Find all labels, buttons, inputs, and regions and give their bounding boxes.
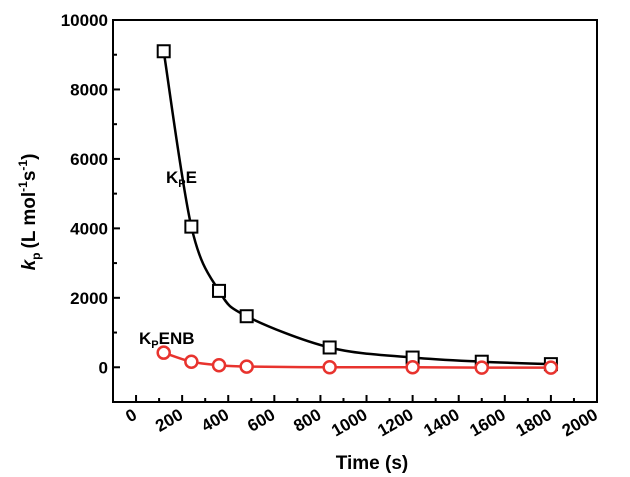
x-tick-label: 200 — [152, 405, 186, 436]
y-tick-label: 0 — [99, 358, 108, 377]
y-axis: 0 2000 4000 6000 8000 10000 — [61, 11, 120, 403]
data-point-kpe — [212, 283, 227, 298]
y-tick-label: 8000 — [70, 80, 108, 99]
x-tick-label: 1400 — [420, 405, 462, 440]
x-tick-label: 1200 — [374, 405, 416, 440]
data-point-kpenb — [156, 345, 171, 360]
plot-frame — [112, 19, 598, 403]
y-axis-title-symbol: k — [19, 258, 40, 270]
data-point-kpenb — [239, 359, 254, 374]
x-tick-label: 800 — [290, 405, 324, 436]
data-point-kpenb — [405, 360, 420, 375]
data-point-kpe — [184, 219, 199, 234]
y-tick-label: 4000 — [70, 219, 108, 238]
data-point-kpe — [239, 309, 254, 324]
data-point-kpe — [322, 340, 337, 355]
series-label-kpe-main: K — [166, 168, 179, 187]
series-kpe — [156, 44, 558, 372]
series-label-kpenb-rest: ENB — [159, 329, 195, 348]
x-tick-label: 0 — [122, 405, 140, 426]
series-label-kpenb-main: K — [139, 329, 152, 348]
y-tick-label: 10000 — [61, 11, 108, 30]
series-layer — [156, 44, 559, 375]
x-tick-label: 600 — [244, 405, 278, 436]
data-point-kpenb — [543, 360, 559, 375]
y-axis-title-mid: s — [19, 171, 40, 182]
x-tick-label: 1600 — [467, 405, 509, 440]
series-label-kpe-rest: E — [186, 168, 197, 187]
x-tick-label: 400 — [198, 405, 232, 436]
data-point-kpenb — [211, 357, 227, 373]
y-axis-title-post: ) — [19, 154, 40, 160]
series-kpenb — [156, 345, 559, 375]
y-tick-label: 6000 — [70, 150, 108, 169]
x-tick-label: 2000 — [559, 405, 601, 440]
series-label-kpe-sub: P — [178, 178, 185, 190]
series-label-kpe: KPE — [166, 168, 197, 190]
data-point-kpenb — [322, 360, 337, 375]
data-point-kpenb — [184, 354, 199, 369]
plot-area-border — [112, 19, 598, 403]
x-tick-label: 1800 — [513, 405, 555, 440]
y-axis-title-sup1: -1 — [16, 181, 30, 192]
series-line-kpe — [162, 51, 551, 366]
data-point-kpe — [156, 44, 171, 59]
series-label-kpenb-sub: P — [151, 339, 158, 351]
y-tick-label: 2000 — [70, 289, 108, 308]
series-label-kpenb: KPENB — [139, 329, 195, 351]
y-axis-title-sub: p — [29, 252, 43, 259]
data-point-kpenb — [474, 360, 490, 375]
y-axis-title: kp(L mol-1s-1) — [16, 154, 43, 271]
y-axis-title-pre: (L mol — [19, 192, 40, 249]
y-axis-title-sup2: -1 — [16, 160, 30, 171]
x-axis-title: Time (s) — [336, 453, 409, 474]
x-tick-label: 1000 — [328, 405, 370, 440]
